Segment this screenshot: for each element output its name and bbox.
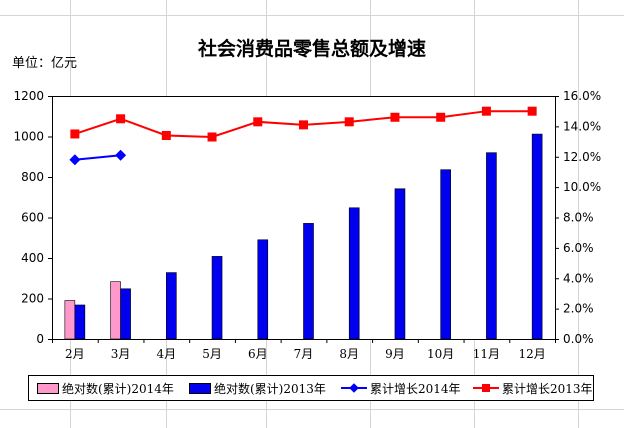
- legend-swatch-line-2013: [473, 382, 499, 394]
- point-marker-累计增长2013年: [70, 129, 80, 139]
- point-marker-累计增长2014年: [115, 149, 127, 161]
- legend-item-bar-2013: 绝对数(累计)2013年: [189, 379, 326, 397]
- legend-label: 累计增长2014年: [370, 381, 461, 396]
- y-left-tick-label: 600: [21, 211, 44, 225]
- bar-绝对数(累计)2014年: [110, 281, 121, 340]
- y-left-tick-label: 200: [21, 292, 44, 306]
- unit-label: 单位：亿元: [12, 56, 78, 71]
- bar-绝对数(累计)2013年: [440, 169, 451, 340]
- y-right-tick-label: 10.0%: [563, 180, 601, 194]
- x-tick-label: 7月: [294, 347, 314, 361]
- bar-绝对数(累计)2013年: [348, 207, 360, 340]
- bar-绝对数(累计)2013年: [531, 133, 543, 340]
- y-left-tick-label: 400: [21, 251, 44, 265]
- chart-legend: 绝对数(累计)2014年 绝对数(累计)2013年 累计增长2014年 累计增长…: [28, 375, 594, 401]
- bar-绝对数(累计)2013年: [166, 272, 177, 340]
- x-tick-label: 4月: [156, 347, 176, 361]
- point-marker-累计增长2013年: [116, 114, 126, 124]
- series-line-累计增长2014年: [74, 154, 121, 161]
- y-left-tick-label: 1200: [13, 89, 44, 103]
- y-right-tick-label: 8.0%: [563, 211, 594, 225]
- point-marker-累计增长2013年: [390, 112, 400, 122]
- y-left-tick-label: 800: [21, 170, 44, 184]
- x-tick-label: 8月: [339, 347, 359, 361]
- bar-绝对数(累计)2013年: [120, 288, 131, 340]
- legend-label: 绝对数(累计)2013年: [214, 381, 326, 396]
- point-marker-累计增长2013年: [299, 120, 308, 130]
- legend-item-line-2014: 累计增长2014年: [341, 379, 461, 397]
- point-marker-累计增长2013年: [161, 130, 171, 140]
- x-tick-label: 11月: [473, 347, 500, 361]
- x-tick-label: 3月: [111, 347, 131, 361]
- y-right-tick-label: 0.0%: [563, 332, 594, 346]
- bar-绝对数(累计)2013年: [257, 239, 269, 340]
- y-right-tick-label: 2.0%: [563, 302, 594, 316]
- bar-绝对数(累计)2013年: [303, 223, 314, 340]
- point-marker-累计增长2013年: [436, 112, 446, 122]
- x-tick-label: 2月: [65, 347, 85, 361]
- y-right-tick-label: 6.0%: [563, 241, 594, 255]
- bar-绝对数(累计)2013年: [486, 152, 497, 340]
- y-left-tick-label: 1000: [13, 130, 44, 144]
- x-tick-label: 10月: [427, 347, 454, 361]
- y-right-tick-label: 12.0%: [563, 150, 601, 164]
- legend-item-bar-2014: 绝对数(累计)2014年: [37, 379, 174, 397]
- legend-label: 绝对数(累计)2014年: [62, 381, 174, 396]
- legend-label: 累计增长2013年: [502, 381, 593, 396]
- point-marker-累计增长2013年: [481, 106, 491, 116]
- x-tick-label: 9月: [385, 347, 405, 361]
- bar-绝对数(累计)2014年: [64, 300, 76, 340]
- point-marker-累计增长2013年: [344, 117, 354, 127]
- chart-title: 社会消费品零售总额及增速: [197, 38, 426, 60]
- bar-绝对数(累计)2013年: [74, 304, 86, 340]
- bar-绝对数(累计)2013年: [211, 256, 223, 340]
- legend-swatch-bar-2014: [37, 382, 59, 394]
- y-left-tick-label: 0: [36, 332, 44, 346]
- legend-swatch-line-2014: [341, 382, 367, 394]
- x-tick-label: 6月: [248, 347, 268, 361]
- point-marker-累计增长2013年: [527, 106, 537, 116]
- y-right-tick-label: 14.0%: [563, 119, 601, 133]
- point-marker-累计增长2013年: [207, 132, 217, 142]
- x-tick-label: 12月: [518, 347, 545, 361]
- point-marker-累计增长2013年: [253, 117, 263, 127]
- legend-swatch-bar-2013: [189, 382, 211, 394]
- y-right-tick-label: 4.0%: [563, 271, 594, 285]
- point-marker-累计增长2014年: [69, 154, 81, 166]
- y-right-tick-label: 16.0%: [563, 89, 601, 103]
- x-tick-label: 5月: [202, 347, 222, 361]
- legend-item-line-2013: 累计增长2013年: [473, 379, 593, 397]
- bar-绝对数(累计)2013年: [394, 188, 406, 340]
